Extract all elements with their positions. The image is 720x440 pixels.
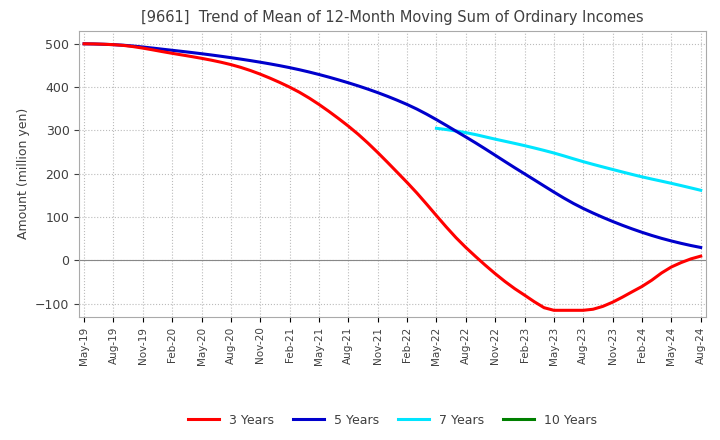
- 3 Years: [158, 49, 167, 54]
- 7 Years: [559, 153, 568, 158]
- Line: 5 Years: 5 Years: [84, 44, 701, 247]
- Legend: 3 Years, 5 Years, 7 Years, 10 Years: 3 Years, 5 Years, 7 Years, 10 Years: [183, 409, 602, 432]
- 5 Years: [423, 112, 431, 117]
- 7 Years: [432, 126, 441, 131]
- 3 Years: [472, 254, 480, 259]
- 7 Years: [598, 164, 607, 169]
- 3 Years: [423, 202, 431, 207]
- 7 Years: [481, 134, 490, 139]
- 7 Years: [540, 148, 549, 153]
- 7 Years: [510, 141, 519, 146]
- 3 Years: [549, 308, 558, 313]
- 7 Years: [451, 128, 460, 134]
- 5 Years: [472, 140, 480, 146]
- 3 Years: [481, 263, 490, 268]
- 3 Years: [383, 160, 392, 165]
- 7 Years: [521, 143, 529, 148]
- Line: 7 Years: 7 Years: [436, 128, 701, 190]
- 7 Years: [579, 159, 588, 164]
- 5 Years: [334, 77, 343, 83]
- 5 Years: [481, 147, 490, 152]
- 7 Years: [569, 156, 577, 161]
- 7 Years: [677, 183, 685, 188]
- 5 Years: [80, 41, 89, 47]
- Line: 3 Years: 3 Years: [84, 44, 701, 310]
- 5 Years: [158, 47, 167, 52]
- Title: [9661]  Trend of Mean of 12-Month Moving Sum of Ordinary Incomes: [9661] Trend of Mean of 12-Month Moving …: [141, 11, 644, 26]
- 7 Years: [589, 162, 598, 167]
- 5 Years: [383, 94, 392, 99]
- Y-axis label: Amount (million yen): Amount (million yen): [17, 108, 30, 239]
- 7 Years: [530, 145, 539, 150]
- 7 Years: [657, 179, 666, 184]
- 7 Years: [618, 169, 626, 175]
- 3 Years: [80, 41, 89, 47]
- 3 Years: [334, 116, 343, 121]
- 7 Years: [549, 150, 558, 156]
- 7 Years: [628, 172, 636, 177]
- 5 Years: [696, 245, 705, 250]
- 7 Years: [491, 136, 500, 142]
- 7 Years: [687, 185, 696, 191]
- 7 Years: [647, 176, 656, 182]
- 7 Years: [608, 167, 617, 172]
- 7 Years: [638, 174, 647, 180]
- 3 Years: [696, 253, 705, 259]
- 7 Years: [462, 130, 470, 135]
- 7 Years: [472, 132, 480, 137]
- 7 Years: [667, 181, 675, 186]
- 7 Years: [442, 127, 451, 132]
- 7 Years: [696, 187, 705, 193]
- 7 Years: [500, 139, 509, 144]
